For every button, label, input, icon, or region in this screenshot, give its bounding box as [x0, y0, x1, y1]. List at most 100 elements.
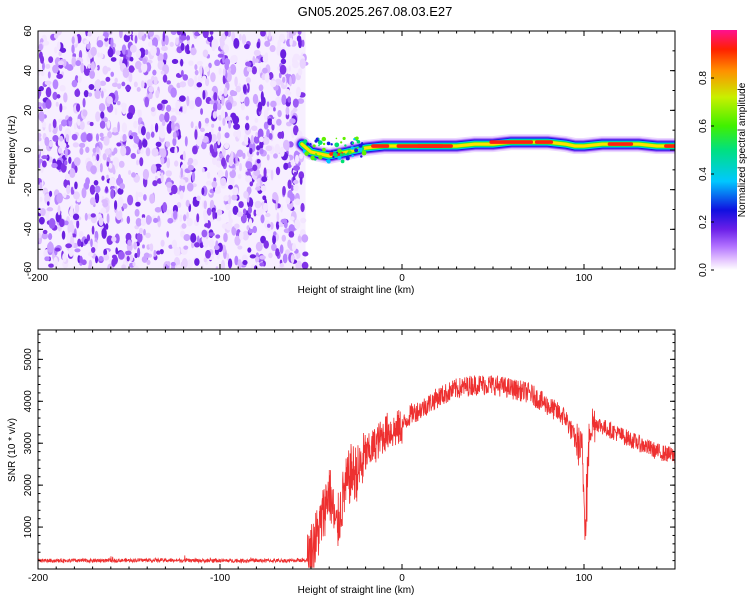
- spectrogram-noise-cell: [41, 160, 47, 168]
- spectrogram-noise-cell: [106, 161, 110, 167]
- spectrogram-ridge-speckle: [318, 144, 320, 147]
- spectrogram-noise-cell: [116, 100, 121, 106]
- spectrogram-noise-cell: [212, 209, 216, 220]
- spectrogram-ridge-speckle: [361, 142, 364, 145]
- spectrogram-noise-cell: [228, 175, 235, 187]
- spectrogram-noise-cell: [79, 142, 86, 148]
- spectrogram-noise-cell: [179, 179, 186, 186]
- spectrogram-noise-cell: [217, 138, 221, 146]
- spectrogram-noise-cell: [224, 132, 230, 139]
- spectrogram-noise-cell: [106, 96, 113, 105]
- spectrogram-noise-cell: [223, 44, 230, 54]
- spectrogram-noise-cell: [175, 264, 183, 269]
- spectrogram-noise-cell: [135, 191, 139, 202]
- spectrogram-noise-cell: [279, 64, 287, 75]
- spectrogram-noise-cell: [194, 64, 198, 71]
- spectrogram-noise-cell: [201, 187, 205, 195]
- spectrogram-noise-cell: [220, 109, 226, 121]
- spectrogram-noise-cell: [279, 146, 285, 157]
- spectrogram-noise-cell: [299, 177, 303, 185]
- spectrogram-noise-cell: [226, 102, 233, 111]
- spectrogram-noise-cell: [133, 120, 138, 129]
- spectrogram-noise-cell: [201, 75, 207, 81]
- spectrogram-noise-cell: [302, 251, 309, 257]
- spectrogram-noise-cell: [45, 63, 51, 69]
- spectrogram-noise-cell: [62, 58, 67, 67]
- spectrogram-noise-cell: [297, 235, 302, 243]
- spectrogram-noise-cell: [40, 207, 46, 217]
- spectrogram-noise-cell: [98, 216, 104, 227]
- spectrogram-noise-cell: [240, 103, 245, 111]
- spectrogram-noise-cell: [81, 259, 87, 266]
- spectrogram-noise-cell: [67, 222, 71, 234]
- spectrogram-noise-cell: [268, 252, 273, 259]
- spectrogram-noise-cell: [90, 213, 96, 218]
- spectrogram-noise-cell: [279, 244, 284, 254]
- spectrogram-noise-cell: [111, 82, 119, 88]
- spectrogram-noise-cell: [110, 57, 117, 62]
- spectrogram-noise-cell: [47, 241, 54, 253]
- spectrogram-ridge-speckle: [351, 154, 354, 158]
- spectrogram-noise-cell: [39, 196, 43, 203]
- spectrogram-noise-cell: [272, 234, 277, 245]
- spectrogram-noise-cell: [182, 74, 189, 81]
- spectrogram-noise-cell: [116, 142, 122, 147]
- spectrogram-noise-cell: [226, 253, 230, 261]
- spectrogram-noise-cell: [44, 80, 52, 86]
- spectrogram-noise-cell: [248, 218, 253, 228]
- spectrogram-noise-cell: [188, 100, 195, 110]
- spectrogram-y-tick-label: -60: [23, 261, 34, 276]
- spectrogram-noise-cell: [264, 72, 270, 83]
- spectrogram-noise-cell: [206, 207, 212, 216]
- spectrogram-ridge-speckle: [326, 141, 331, 146]
- spectrogram-noise-cell: [69, 167, 76, 179]
- spectrogram-noise-cell: [140, 148, 144, 155]
- spectrogram-y-tick-label: 0: [23, 147, 34, 153]
- spectrogram-noise-cell: [288, 31, 293, 39]
- spectrogram-ridge-speckle: [339, 153, 343, 157]
- spectrogram-noise-cell: [91, 225, 95, 235]
- spectrogram-noise-cell: [89, 70, 96, 79]
- spectrogram-noise-cell: [240, 213, 247, 224]
- spectrogram-ridge-speckle: [355, 136, 359, 141]
- spectrogram-noise-cell: [38, 110, 45, 122]
- spectrogram-noise-cell: [191, 241, 195, 249]
- spectrogram-noise-cell: [84, 40, 90, 45]
- spectrogram-noise-cell: [143, 228, 146, 236]
- spectrogram-noise-cell: [142, 168, 150, 180]
- spectrogram-y-tick-label: -20: [23, 182, 34, 197]
- spectrogram-noise-cell: [114, 107, 118, 116]
- spectrogram-noise-cell: [273, 106, 276, 112]
- spectrogram-y-tick-label: -40: [23, 222, 34, 237]
- spectrogram-noise-cell: [281, 234, 287, 242]
- spectrogram-noise-cell: [68, 246, 74, 258]
- spectrogram-noise-cell: [276, 118, 282, 126]
- spectrogram-hotspot: [534, 140, 554, 144]
- spectrogram-noise-cell: [152, 180, 158, 187]
- spectrogram-noise-cell: [293, 125, 299, 136]
- spectrogram-noise-cell: [52, 79, 59, 90]
- spectrogram-noise-cell: [85, 31, 89, 37]
- spectrogram-noise-cell: [228, 209, 232, 220]
- spectrogram-ridge-speckle: [314, 153, 318, 156]
- spectrogram-noise-cell: [54, 247, 61, 252]
- spectrogram-noise-cell: [148, 216, 152, 224]
- spectrogram-noise-cell: [65, 133, 70, 143]
- spectrogram-noise-cell: [259, 262, 265, 267]
- spectrogram-noise-cell: [216, 103, 222, 111]
- spectrogram-noise-cell: [217, 169, 224, 178]
- spectrogram-noise-cell: [95, 111, 101, 122]
- spectrogram-noise-cell: [252, 55, 256, 66]
- spectrogram-noise-layer: [38, 31, 309, 269]
- spectrogram-noise-cell: [143, 252, 150, 259]
- spectrogram-noise-cell: [265, 145, 273, 152]
- spectrogram-noise-cell: [121, 122, 128, 133]
- spectrogram-noise-cell: [160, 70, 165, 75]
- spectrogram-noise-cell: [137, 247, 141, 258]
- spectrogram-noise-cell: [294, 219, 301, 230]
- spectrogram-noise-cell: [42, 229, 48, 235]
- spectrogram-noise-cell: [288, 224, 295, 234]
- spectrogram-ridge-speckle: [346, 152, 350, 156]
- spectrogram-noise-cell: [80, 62, 85, 74]
- spectrogram-noise-cell: [83, 90, 89, 98]
